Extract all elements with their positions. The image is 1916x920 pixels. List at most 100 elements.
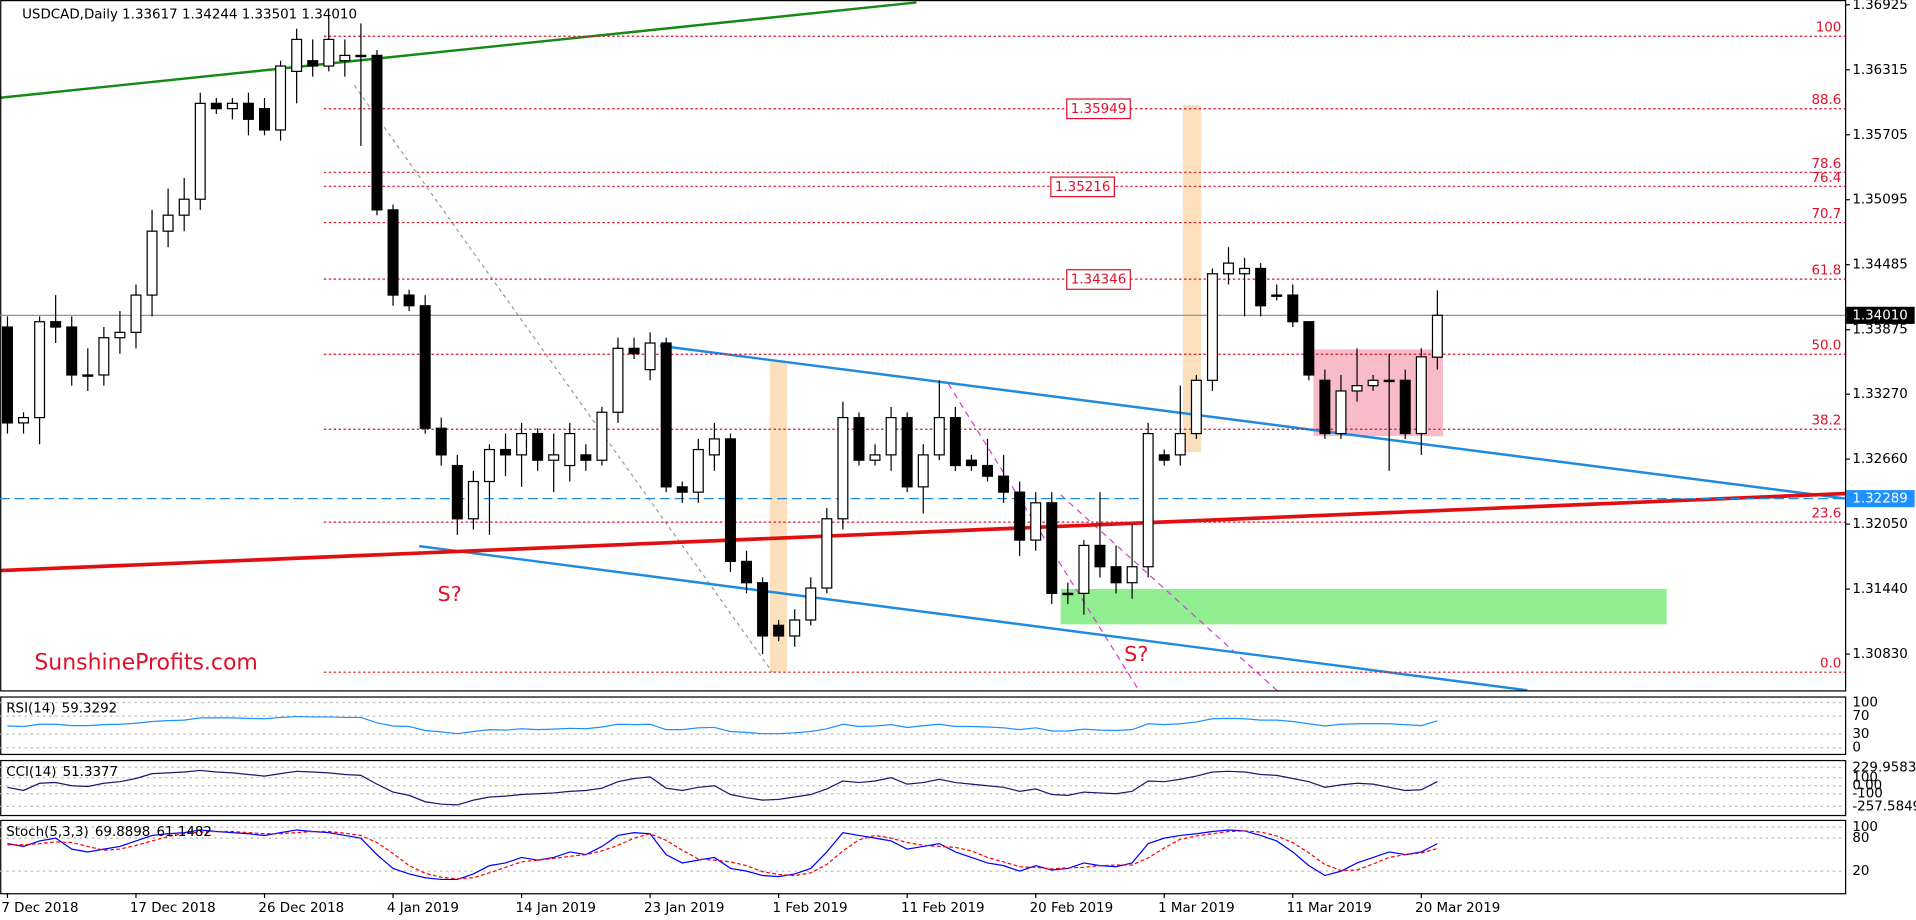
y-tick-label: 1.32050 [1852,517,1908,532]
candle-body [419,305,431,429]
indicator-header: CCI(14) 51.3377 [6,765,118,780]
candle-body [724,438,736,563]
candle-body [483,448,495,483]
x-tick-label: 1 Mar 2019 [1158,901,1235,916]
fib-label: 61.8 [1811,264,1841,279]
candle-body [757,582,769,637]
candle-body [1190,379,1202,435]
candle-body [1110,566,1122,584]
indicator-header: Stoch(5,3,3) 69.8898 61.1482 [6,825,212,840]
orange-zone [1182,105,1202,453]
candle-body [371,54,383,211]
candle-body [982,464,994,477]
price-box [1066,98,1131,120]
y-tick-label: 1.35705 [1852,128,1908,143]
candle-body [1046,502,1058,594]
price-box [1066,269,1131,290]
candle-body [965,459,977,467]
y-tick-label: 100 [1852,820,1878,835]
candle-body [741,560,753,584]
candle-body [1303,321,1315,376]
candle-body [1335,390,1347,435]
price-tag [1846,306,1915,324]
y-tick-label: 0 [1852,741,1861,756]
candle-body [548,454,560,461]
candle-body [1078,544,1090,594]
indicator-line [7,830,1438,880]
y-tick-label: 1.32660 [1852,452,1908,467]
annotation: S? [1124,642,1148,666]
candle-body [837,416,849,520]
price-box-label: 1.34346 [1071,273,1127,288]
candle-body [1239,267,1251,275]
x-tick-label: 7 Dec 2018 [1,901,78,916]
x-tick-label: 11 Mar 2019 [1287,901,1372,916]
candle-body [1030,502,1042,541]
candle-body [1158,454,1170,461]
level-label: 1.32289 [1852,492,1908,507]
candle-body [387,209,399,296]
candle-body [339,54,351,62]
y-tick-label: 229.9583 [1852,760,1916,775]
candle-body [853,416,865,461]
candle-body [1126,566,1138,584]
candle-body [1255,267,1267,307]
candle-body [226,102,238,110]
candle-body [1431,314,1443,358]
candle-body [933,416,945,456]
candle-body [435,427,447,456]
candle-body [1415,356,1427,435]
fib-label: 23.6 [1811,507,1841,522]
y-tick-label: 20 [1852,864,1869,879]
annotation: S? [438,582,462,606]
y-tick-label: 1.30830 [1852,647,1908,662]
blue-channel [419,544,1528,692]
candle-body [355,54,367,58]
y-tick-label: 80 [1852,831,1869,846]
indicator-value: 69.8898 [95,825,151,840]
candle-body [1319,379,1331,435]
indicator-value: 59.3292 [62,702,118,717]
level-tag [1846,490,1915,508]
x-tick-label: 20 Mar 2019 [1415,901,1500,916]
indicator-line [7,715,1438,735]
candle-body [403,294,415,307]
price-box-label: 1.35949 [1071,102,1127,117]
candle-body [1367,379,1379,387]
fib-label: 50.0 [1811,339,1841,354]
indicator-header: RSI(14) 59.3292 [6,702,117,717]
candle-body [1094,544,1106,568]
candle-body [1383,379,1395,383]
y-tick-label: 1.35095 [1852,193,1908,208]
indicator-line [7,829,1438,881]
y-tick-label: 1.33875 [1852,323,1908,338]
green-zone [1060,588,1667,625]
candle-body [66,326,78,376]
candle-body [114,331,126,339]
indicator-name: CCI(14) [6,765,56,780]
red-trendline [0,491,1846,573]
drawings [0,1,1846,692]
y-tick-label: 1.36925 [1852,0,1908,13]
y-tick-label: 0.00 [1852,779,1882,794]
x-tick-label: 1 Feb 2019 [773,901,848,916]
y-tick-label: 70 [1852,709,1869,724]
y-tick-label: 100 [1852,771,1878,786]
fib-label: 100 [1816,21,1842,36]
panel-frame [0,819,1847,895]
candle-body [275,65,287,131]
chart-title: USDCAD,Daily 1.33617 1.34244 1.33501 1.3… [22,8,357,23]
candle-body [1,326,13,424]
y-tick-label: 1.34485 [1852,258,1908,273]
fib-label: 70.7 [1811,207,1841,222]
candle-body [500,448,512,456]
candle-body [773,624,785,637]
candle-body [660,342,672,488]
x-tick-label: 23 Jan 2019 [644,901,724,916]
x-tick-label: 14 Jan 2019 [515,901,595,916]
y-tick-label: 30 [1852,727,1869,742]
candle-body [130,294,142,333]
y-tick-label: 1.31440 [1852,582,1908,597]
candle-body [805,587,817,621]
y-tick-label: 1.36315 [1852,63,1908,78]
